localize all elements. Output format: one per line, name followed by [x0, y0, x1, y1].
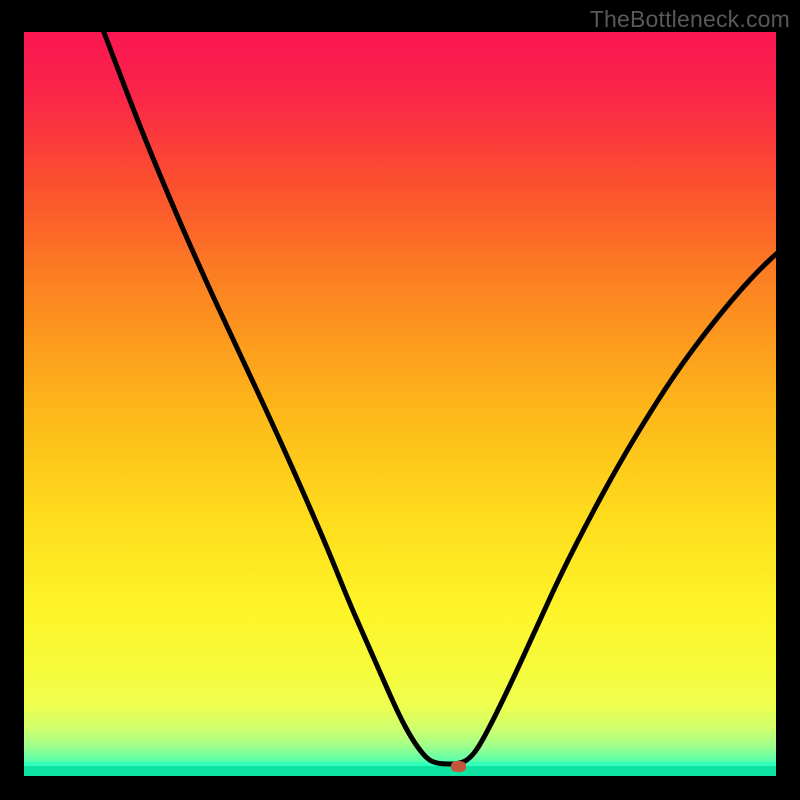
low-point-marker — [451, 761, 466, 772]
curve-left-branch — [102, 32, 454, 764]
curve-svg — [24, 32, 776, 776]
plot-area — [24, 32, 776, 776]
curve-right-branch — [454, 251, 776, 764]
watermark-text: TheBottleneck.com — [590, 6, 790, 33]
